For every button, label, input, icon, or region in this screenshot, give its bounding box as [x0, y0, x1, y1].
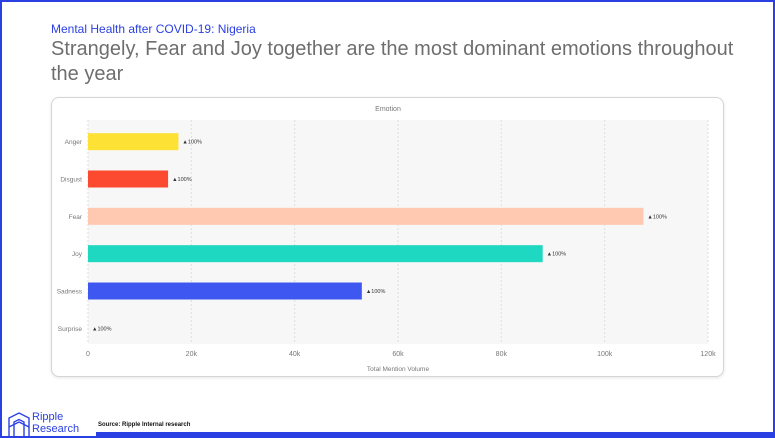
- logo-line-2: Research: [32, 423, 80, 435]
- logo-wordmark: Ripple Research: [32, 411, 79, 435]
- x-tick-label: 100k: [597, 351, 613, 358]
- bar-data-label: ▲100%: [366, 289, 386, 295]
- ripple-logo-icon: [8, 412, 30, 436]
- x-tick-label: 80k: [496, 351, 508, 358]
- y-category-label: Disgust: [60, 177, 82, 184]
- logo-line-1: Ripple: [32, 411, 64, 423]
- source-note: Source: Ripple Internal research: [98, 422, 191, 428]
- bar: [88, 133, 179, 151]
- y-category-label: Sadness: [57, 289, 83, 296]
- bar-data-label: ▲100%: [172, 177, 192, 183]
- bar: [88, 170, 169, 188]
- bar-data-label: ▲100%: [182, 140, 202, 146]
- bar: [88, 282, 362, 300]
- y-category-label: Surprise: [58, 326, 83, 333]
- chart-card: 0 20k 40k 60k 80k 100k 120k Emotion Total Mentio…: [51, 97, 724, 377]
- bar: [88, 207, 644, 225]
- bar-data-label: ▲100%: [547, 252, 567, 258]
- slide-subtitle: Mental Health after COVID-19: Nigeria: [51, 22, 256, 36]
- bar: [88, 245, 543, 263]
- chart-title: Emotion: [375, 106, 401, 113]
- bar-data-label: ▲100%: [92, 326, 112, 332]
- slide-headline: Strangely, Fear and Joy together are the…: [51, 38, 734, 85]
- bar-data-label: ▲100%: [647, 214, 667, 220]
- x-tick-label: 20k: [186, 351, 198, 358]
- footer-bar: [96, 432, 773, 436]
- x-tick-label: 40k: [289, 351, 301, 358]
- x-tick-label: 0: [86, 351, 90, 358]
- y-category-label: Anger: [65, 139, 83, 146]
- x-tick-label: 60k: [392, 351, 404, 358]
- y-category-label: Joy: [72, 251, 83, 258]
- emotion-bar-chart: 0 20k 40k 60k 80k 100k 120k Emotion Total Mentio…: [57, 106, 716, 373]
- y-category-label: Fear: [69, 214, 83, 221]
- x-axis-label: Total Mention Volume: [367, 366, 430, 373]
- x-tick-label: 120k: [700, 351, 716, 358]
